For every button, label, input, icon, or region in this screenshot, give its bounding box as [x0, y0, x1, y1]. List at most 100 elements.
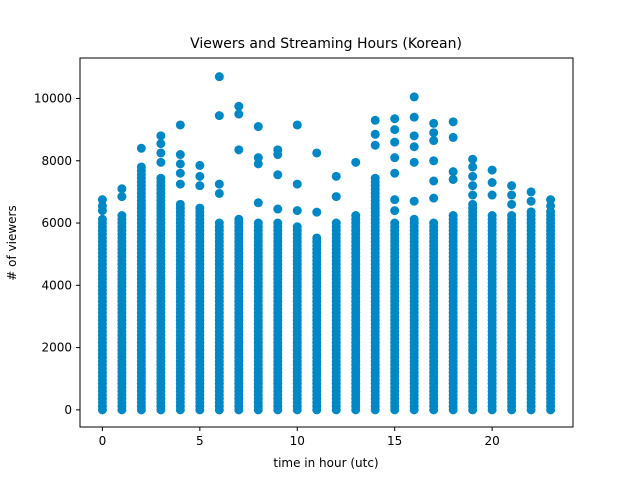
data-point [448, 211, 458, 221]
data-point-outlier [390, 168, 400, 178]
data-point-outlier [136, 143, 146, 153]
x-tick-label: 20 [484, 434, 499, 448]
data-point-outlier [292, 120, 302, 130]
data-point-outlier [234, 109, 244, 119]
data-point [156, 173, 166, 183]
data-point [97, 214, 107, 224]
data-point-outlier [448, 117, 458, 127]
data-point-outlier [273, 170, 283, 180]
data-point-outlier [429, 118, 439, 128]
data-point-outlier [487, 190, 497, 200]
data-point-outlier [409, 112, 419, 122]
data-point-outlier [390, 206, 400, 216]
data-point-outlier [156, 131, 166, 141]
data-point-outlier [546, 201, 556, 211]
data-point-outlier [331, 171, 341, 181]
data-point-outlier [117, 184, 127, 194]
data-point-outlier [370, 129, 380, 139]
data-point-outlier [312, 207, 322, 217]
data-point [253, 218, 263, 228]
data-point-outlier [429, 193, 439, 203]
data-point [117, 211, 127, 221]
data-point-outlier [468, 181, 478, 191]
data-point-outlier [253, 153, 263, 163]
data-point [370, 173, 380, 183]
data-point-outlier [195, 181, 205, 191]
y-tick-label: 2000 [41, 341, 72, 355]
data-point-outlier [214, 72, 224, 82]
data-point-outlier [546, 195, 556, 205]
data-point-outlier [273, 150, 283, 160]
y-tick-label: 0 [64, 403, 72, 417]
data-point-outlier [468, 190, 478, 200]
data-point [214, 218, 224, 228]
y-tick-label: 8000 [41, 154, 72, 168]
data-point-outlier [253, 122, 263, 132]
data-point-outlier [448, 167, 458, 177]
data-point-outlier [234, 145, 244, 155]
data-point-outlier [390, 153, 400, 163]
x-axis: 0 5 10 15 20 [99, 427, 500, 448]
data-points [97, 72, 556, 415]
chart-title: Viewers and Streaming Hours (Korean) [190, 36, 462, 52]
y-tick-label: 10000 [34, 91, 72, 105]
data-point-outlier [468, 171, 478, 181]
data-point-outlier [390, 125, 400, 135]
data-point-outlier [487, 165, 497, 175]
data-point-outlier [331, 192, 341, 202]
data-point [526, 207, 536, 217]
data-point-outlier [409, 142, 419, 152]
data-point-outlier [448, 174, 458, 184]
data-point-outlier [390, 195, 400, 205]
data-point-outlier [409, 131, 419, 141]
data-point-outlier [409, 157, 419, 167]
data-point-outlier [292, 179, 302, 189]
data-point-outlier [409, 92, 419, 102]
data-point-outlier [273, 204, 283, 214]
x-tick-label: 5 [196, 434, 204, 448]
y-axis: 0 2000 4000 6000 8000 10000 [34, 91, 80, 417]
data-point-outlier [312, 148, 322, 158]
plot-frame [79, 57, 574, 428]
data-point [351, 211, 361, 221]
data-point-outlier [156, 148, 166, 158]
data-point [234, 214, 244, 224]
data-point-outlier [195, 171, 205, 181]
data-point-outlier [253, 159, 263, 169]
data-point-outlier [214, 179, 224, 189]
data-point-outlier [292, 206, 302, 216]
data-point-outlier [117, 192, 127, 202]
data-point-outlier [507, 181, 517, 191]
data-point-outlier [234, 101, 244, 111]
data-point-outlier [156, 157, 166, 167]
y-axis-label: # of viewers [5, 205, 19, 280]
data-point-outlier [468, 154, 478, 164]
data-point [507, 211, 517, 221]
data-point-outlier [507, 190, 517, 200]
data-point-outlier [390, 137, 400, 147]
data-point-outlier [429, 176, 439, 186]
x-axis-label: time in hour (utc) [273, 456, 378, 470]
y-tick-label: 4000 [41, 278, 72, 292]
data-point-outlier [253, 198, 263, 208]
data-point-outlier [175, 168, 185, 178]
data-point-outlier [487, 178, 497, 188]
data-point-outlier [175, 120, 185, 130]
data-point [292, 222, 302, 232]
data-point-outlier [175, 179, 185, 189]
data-point-outlier [429, 136, 439, 146]
data-point-outlier [351, 157, 361, 167]
data-point-outlier [429, 156, 439, 166]
data-point-outlier [468, 162, 478, 172]
data-point-outlier [97, 195, 107, 205]
data-point-outlier [195, 160, 205, 170]
data-point-outlier [526, 196, 536, 206]
data-point [136, 162, 146, 172]
x-tick-label: 0 [99, 434, 107, 448]
data-point-outlier [507, 199, 517, 209]
data-point [409, 214, 419, 224]
y-tick-label: 6000 [41, 216, 72, 230]
data-point [273, 218, 283, 228]
data-point-outlier [390, 114, 400, 124]
